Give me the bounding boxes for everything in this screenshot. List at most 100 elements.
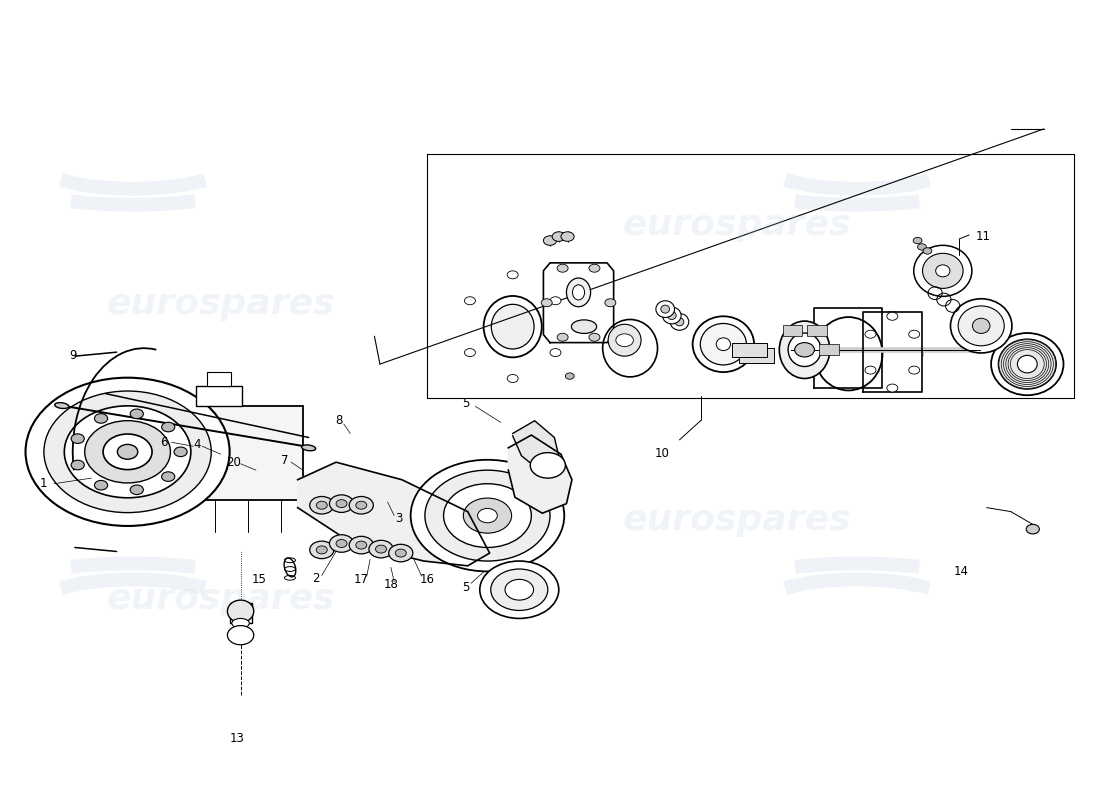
Ellipse shape — [670, 314, 689, 330]
Circle shape — [464, 349, 475, 357]
Text: 4: 4 — [192, 438, 200, 451]
Circle shape — [507, 374, 518, 382]
Circle shape — [349, 497, 373, 514]
Circle shape — [349, 536, 373, 554]
Circle shape — [865, 366, 876, 374]
Ellipse shape — [950, 298, 1012, 353]
Circle shape — [425, 470, 550, 561]
Circle shape — [913, 238, 922, 244]
Bar — [230, 603, 252, 623]
Circle shape — [310, 497, 333, 514]
Circle shape — [228, 626, 254, 645]
Circle shape — [887, 312, 898, 320]
Ellipse shape — [788, 333, 821, 366]
Bar — [207, 372, 231, 386]
Text: eurospares: eurospares — [107, 582, 336, 616]
Text: 16: 16 — [419, 573, 435, 586]
Text: 1: 1 — [40, 478, 47, 490]
Ellipse shape — [923, 254, 964, 288]
Text: 15: 15 — [252, 573, 266, 586]
Text: eurospares: eurospares — [623, 502, 850, 537]
Text: 18: 18 — [384, 578, 398, 591]
Ellipse shape — [958, 306, 1004, 346]
Circle shape — [95, 414, 108, 423]
Circle shape — [174, 447, 187, 457]
Bar — [782, 325, 802, 336]
Circle shape — [355, 541, 366, 549]
Polygon shape — [862, 312, 922, 392]
Circle shape — [410, 460, 564, 571]
Circle shape — [463, 498, 512, 533]
Text: 10: 10 — [654, 447, 670, 460]
Circle shape — [44, 391, 211, 513]
Text: 3: 3 — [395, 512, 403, 526]
Ellipse shape — [914, 246, 972, 296]
Circle shape — [330, 495, 353, 513]
Text: 14: 14 — [954, 565, 969, 578]
Ellipse shape — [492, 304, 535, 349]
Circle shape — [25, 378, 230, 526]
Circle shape — [923, 248, 932, 254]
Bar — [806, 325, 826, 336]
Circle shape — [605, 298, 616, 306]
Ellipse shape — [231, 611, 251, 619]
Circle shape — [865, 330, 876, 338]
Circle shape — [72, 460, 85, 470]
Circle shape — [103, 434, 152, 470]
Ellipse shape — [693, 316, 755, 372]
Circle shape — [588, 264, 600, 272]
Ellipse shape — [701, 323, 747, 365]
Circle shape — [565, 373, 574, 379]
Ellipse shape — [972, 318, 990, 334]
Bar — [172, 406, 304, 500]
Circle shape — [162, 422, 175, 432]
Ellipse shape — [1018, 355, 1037, 373]
Circle shape — [375, 545, 386, 553]
Circle shape — [909, 330, 920, 338]
Circle shape — [543, 236, 557, 246]
Circle shape — [552, 232, 565, 242]
Circle shape — [130, 485, 143, 494]
Circle shape — [130, 409, 143, 418]
Ellipse shape — [571, 320, 596, 334]
Polygon shape — [298, 462, 490, 566]
Ellipse shape — [228, 600, 254, 622]
Circle shape — [550, 297, 561, 305]
Text: 17: 17 — [354, 573, 368, 586]
Ellipse shape — [998, 339, 1056, 390]
Circle shape — [395, 549, 406, 557]
Circle shape — [505, 579, 534, 600]
Ellipse shape — [862, 312, 923, 392]
Ellipse shape — [603, 319, 658, 377]
Circle shape — [336, 500, 346, 508]
Polygon shape — [814, 308, 882, 388]
Circle shape — [317, 502, 328, 510]
Circle shape — [330, 534, 353, 552]
Circle shape — [491, 569, 548, 610]
Ellipse shape — [572, 285, 584, 300]
Bar — [196, 386, 242, 406]
Text: 13: 13 — [230, 732, 244, 746]
Ellipse shape — [656, 301, 674, 318]
Ellipse shape — [301, 445, 316, 450]
Polygon shape — [508, 435, 572, 514]
Bar — [818, 344, 838, 355]
Circle shape — [64, 406, 190, 498]
Circle shape — [85, 421, 170, 483]
Text: 11: 11 — [976, 230, 991, 243]
Text: 9: 9 — [69, 349, 77, 362]
Circle shape — [1026, 524, 1039, 534]
Ellipse shape — [668, 311, 676, 319]
Ellipse shape — [814, 317, 882, 390]
Ellipse shape — [779, 321, 829, 378]
Ellipse shape — [675, 318, 684, 326]
Text: 2: 2 — [312, 572, 320, 585]
Circle shape — [917, 244, 926, 250]
Circle shape — [909, 366, 920, 374]
Text: 5: 5 — [462, 398, 470, 410]
Ellipse shape — [484, 296, 542, 358]
Circle shape — [477, 509, 497, 522]
Ellipse shape — [661, 305, 670, 313]
Text: eurospares: eurospares — [623, 208, 850, 242]
Polygon shape — [543, 263, 614, 342]
